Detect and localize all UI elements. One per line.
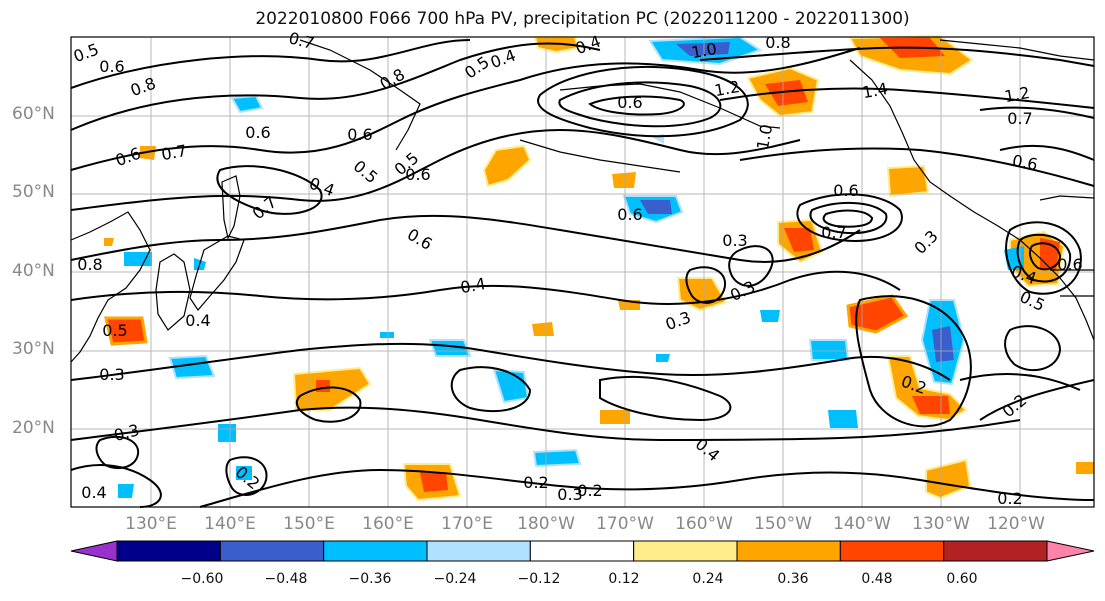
colorbar [70, 540, 1095, 562]
contour-label: 0.6 [617, 205, 642, 224]
lat-label: 60°N [12, 104, 55, 124]
colorbar-swatch [323, 540, 428, 562]
contour-label: 1.0 [753, 123, 776, 151]
contour-label: 0.5 [1017, 287, 1048, 315]
contour-label: 0.3 [910, 226, 941, 257]
contour-label: 0.7 [1007, 109, 1032, 128]
lat-label: 30°N [12, 339, 55, 359]
contour-label: 0.5 [350, 156, 382, 187]
colorbar-tick-label: −0.60 [180, 571, 224, 587]
contour-label: 0.6 [245, 123, 270, 142]
contour-label: 0.2 [577, 481, 602, 500]
colorbar-swatch [943, 540, 1048, 562]
map-title: 2022010800 F066 700 hPa PV, precipitatio… [255, 9, 910, 29]
lon-label: 130°E [125, 514, 177, 534]
lon-label: 160°E [362, 514, 414, 534]
colorbar-swatch [839, 540, 945, 562]
contour-label: 0.3 [557, 485, 582, 504]
colorbar-swatch [633, 540, 738, 562]
lon-label: 150°W [754, 514, 812, 534]
coastlines [70, 39, 1095, 363]
colorbar-tick-label: −0.24 [433, 571, 477, 587]
contour-label: 0.6 [113, 144, 143, 171]
contour-label: 0.2 [523, 473, 548, 492]
contour-label: 0.6 [405, 165, 430, 184]
map-frame [70, 36, 1095, 508]
contour-label: 1.4 [861, 79, 889, 102]
colorbar-swatch [426, 540, 531, 562]
contour-label: 0.6 [99, 57, 124, 76]
contour-label: 0.4 [573, 32, 603, 59]
contour-label: 0.2 [999, 390, 1031, 421]
lon-label: 170°W [596, 514, 654, 534]
contour-label: 1.2 [713, 77, 741, 100]
contour-label: 0.8 [77, 255, 102, 274]
lon-label: 140°W [833, 514, 891, 534]
contour-label: 0.3 [112, 420, 142, 445]
lon-label: 120°W [987, 514, 1045, 534]
colorbar-swatch [736, 540, 841, 562]
contour-label: 0.5 [102, 321, 127, 340]
contour-label: 0.6 [347, 125, 372, 144]
lon-label: 140°E [204, 514, 256, 534]
contour-label: 0.7 [287, 28, 317, 53]
contour-label: 0.4 [459, 274, 487, 297]
lon-label: 170°E [441, 514, 493, 534]
colorbar-tick-label: 0.48 [861, 571, 893, 587]
colorbar-tick-label: −0.12 [517, 571, 561, 587]
contour-label: 0.6 [833, 181, 858, 200]
contour-label: 0.6 [404, 225, 436, 254]
contour-label: 0.6 [1057, 255, 1082, 274]
lon-label: 150°E [283, 514, 335, 534]
colorbar-tick-label: −0.36 [348, 571, 392, 587]
colorbar-tick-label: 0.60 [946, 571, 978, 587]
contour-label: 0.4 [307, 174, 337, 201]
lon-label: 180°W [517, 514, 575, 534]
colorbar-extend-low [70, 540, 118, 562]
contour-label: 0.3 [663, 308, 693, 335]
contour-label: 0.3 [722, 231, 747, 250]
pv-contours [70, 39, 1095, 508]
lat-label: 40°N [12, 261, 55, 281]
lat-lon-grid [71, 37, 1094, 507]
colorbar-extend-high [1046, 540, 1095, 562]
lon-label: 160°W [675, 514, 733, 534]
contour-label: 1.0 [690, 39, 718, 62]
contour-label: 0.8 [765, 33, 790, 52]
colorbar-swatch [529, 540, 635, 562]
colorbar-swatch [116, 540, 221, 562]
contour-label: 0.8 [128, 74, 158, 101]
contour-label: 0.3 [99, 365, 124, 384]
lat-label: 20°N [12, 418, 55, 438]
contour-label: 0.6 [617, 93, 642, 112]
colorbar-tick-label: 0.36 [777, 571, 809, 587]
contour-label: 0.6 [1011, 151, 1039, 174]
contour-label: 1.2 [1003, 83, 1031, 106]
colorbar-tick-label: 0.12 [608, 571, 640, 587]
colorbar-tick-label: −0.48 [264, 571, 308, 587]
contour-label: 0.5 [71, 40, 101, 67]
colorbar-tick-label: 0.24 [692, 571, 724, 587]
contour-label: 0.2 [997, 489, 1022, 508]
colorbar-swatch [219, 540, 325, 562]
contour-label: 0.4 [81, 483, 106, 502]
contour-label: 0.3 [727, 277, 758, 305]
contour-labels: 0.50.60.80.70.40.50.4 1.0 0.80.60.8 1.2 1.4 1… [71, 28, 1083, 508]
lat-label: 50°N [12, 182, 55, 202]
contour-label: 0.7 [160, 141, 188, 164]
lon-label: 130°W [912, 514, 970, 534]
contour-label: 0.7 [821, 223, 846, 242]
contour-label: 0.4 [185, 311, 210, 330]
